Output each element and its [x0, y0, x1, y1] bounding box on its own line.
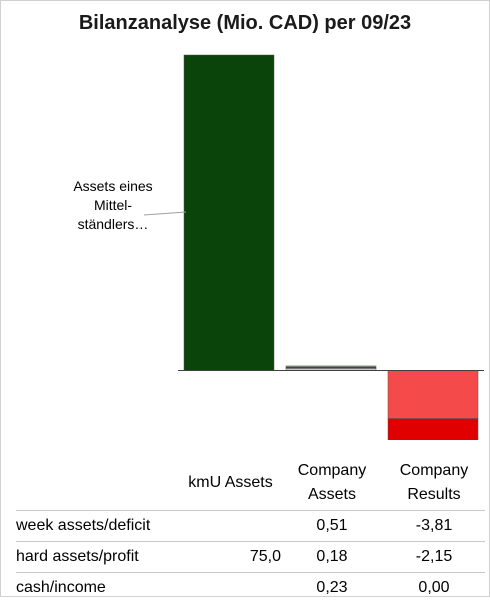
table-header-cell: Company Assets — [281, 456, 383, 511]
table-row: cash/income 0,23 0,00 — [16, 573, 485, 603]
table-row-label: week assets/deficit — [16, 511, 180, 542]
data-table: kmU Assets Company Assets Company Result… — [16, 456, 485, 603]
table-cell — [180, 573, 281, 603]
table-header-cell: Company Results — [383, 456, 485, 511]
table-header-cell: kmU Assets — [180, 456, 281, 511]
table-cell: 0,00 — [383, 573, 485, 603]
table-cell: 0,18 — [281, 542, 383, 573]
table-cell: -3,81 — [383, 511, 485, 542]
table-cell — [180, 511, 281, 542]
table-row-label: cash/income — [16, 573, 180, 603]
table-header-row: kmU Assets Company Assets Company Result… — [16, 456, 485, 511]
bar-company-results-hard-assets-profit — [388, 419, 478, 440]
table-cell: 75,0 — [180, 542, 281, 573]
bar-company-results-week-assets-deficit — [388, 371, 478, 419]
table-row: hard assets/profit 75,0 0,18 -2,15 — [16, 542, 485, 573]
table-cell: -2,15 — [383, 542, 485, 573]
bar-annotation: Assets eines Mittel-ständlers… — [70, 177, 156, 234]
table-row: week assets/deficit 0,51 -3,81 — [16, 511, 485, 542]
bar-group — [184, 55, 478, 440]
table-cell: 0,51 — [281, 511, 383, 542]
bar-company-assets-cash-income — [286, 366, 376, 367]
table-cell: 0,23 — [281, 573, 383, 603]
table-row-label: hard assets/profit — [16, 542, 180, 573]
table-header-cell — [16, 456, 180, 511]
bar-kmu-assets-hard-assets-profit — [184, 55, 274, 371]
